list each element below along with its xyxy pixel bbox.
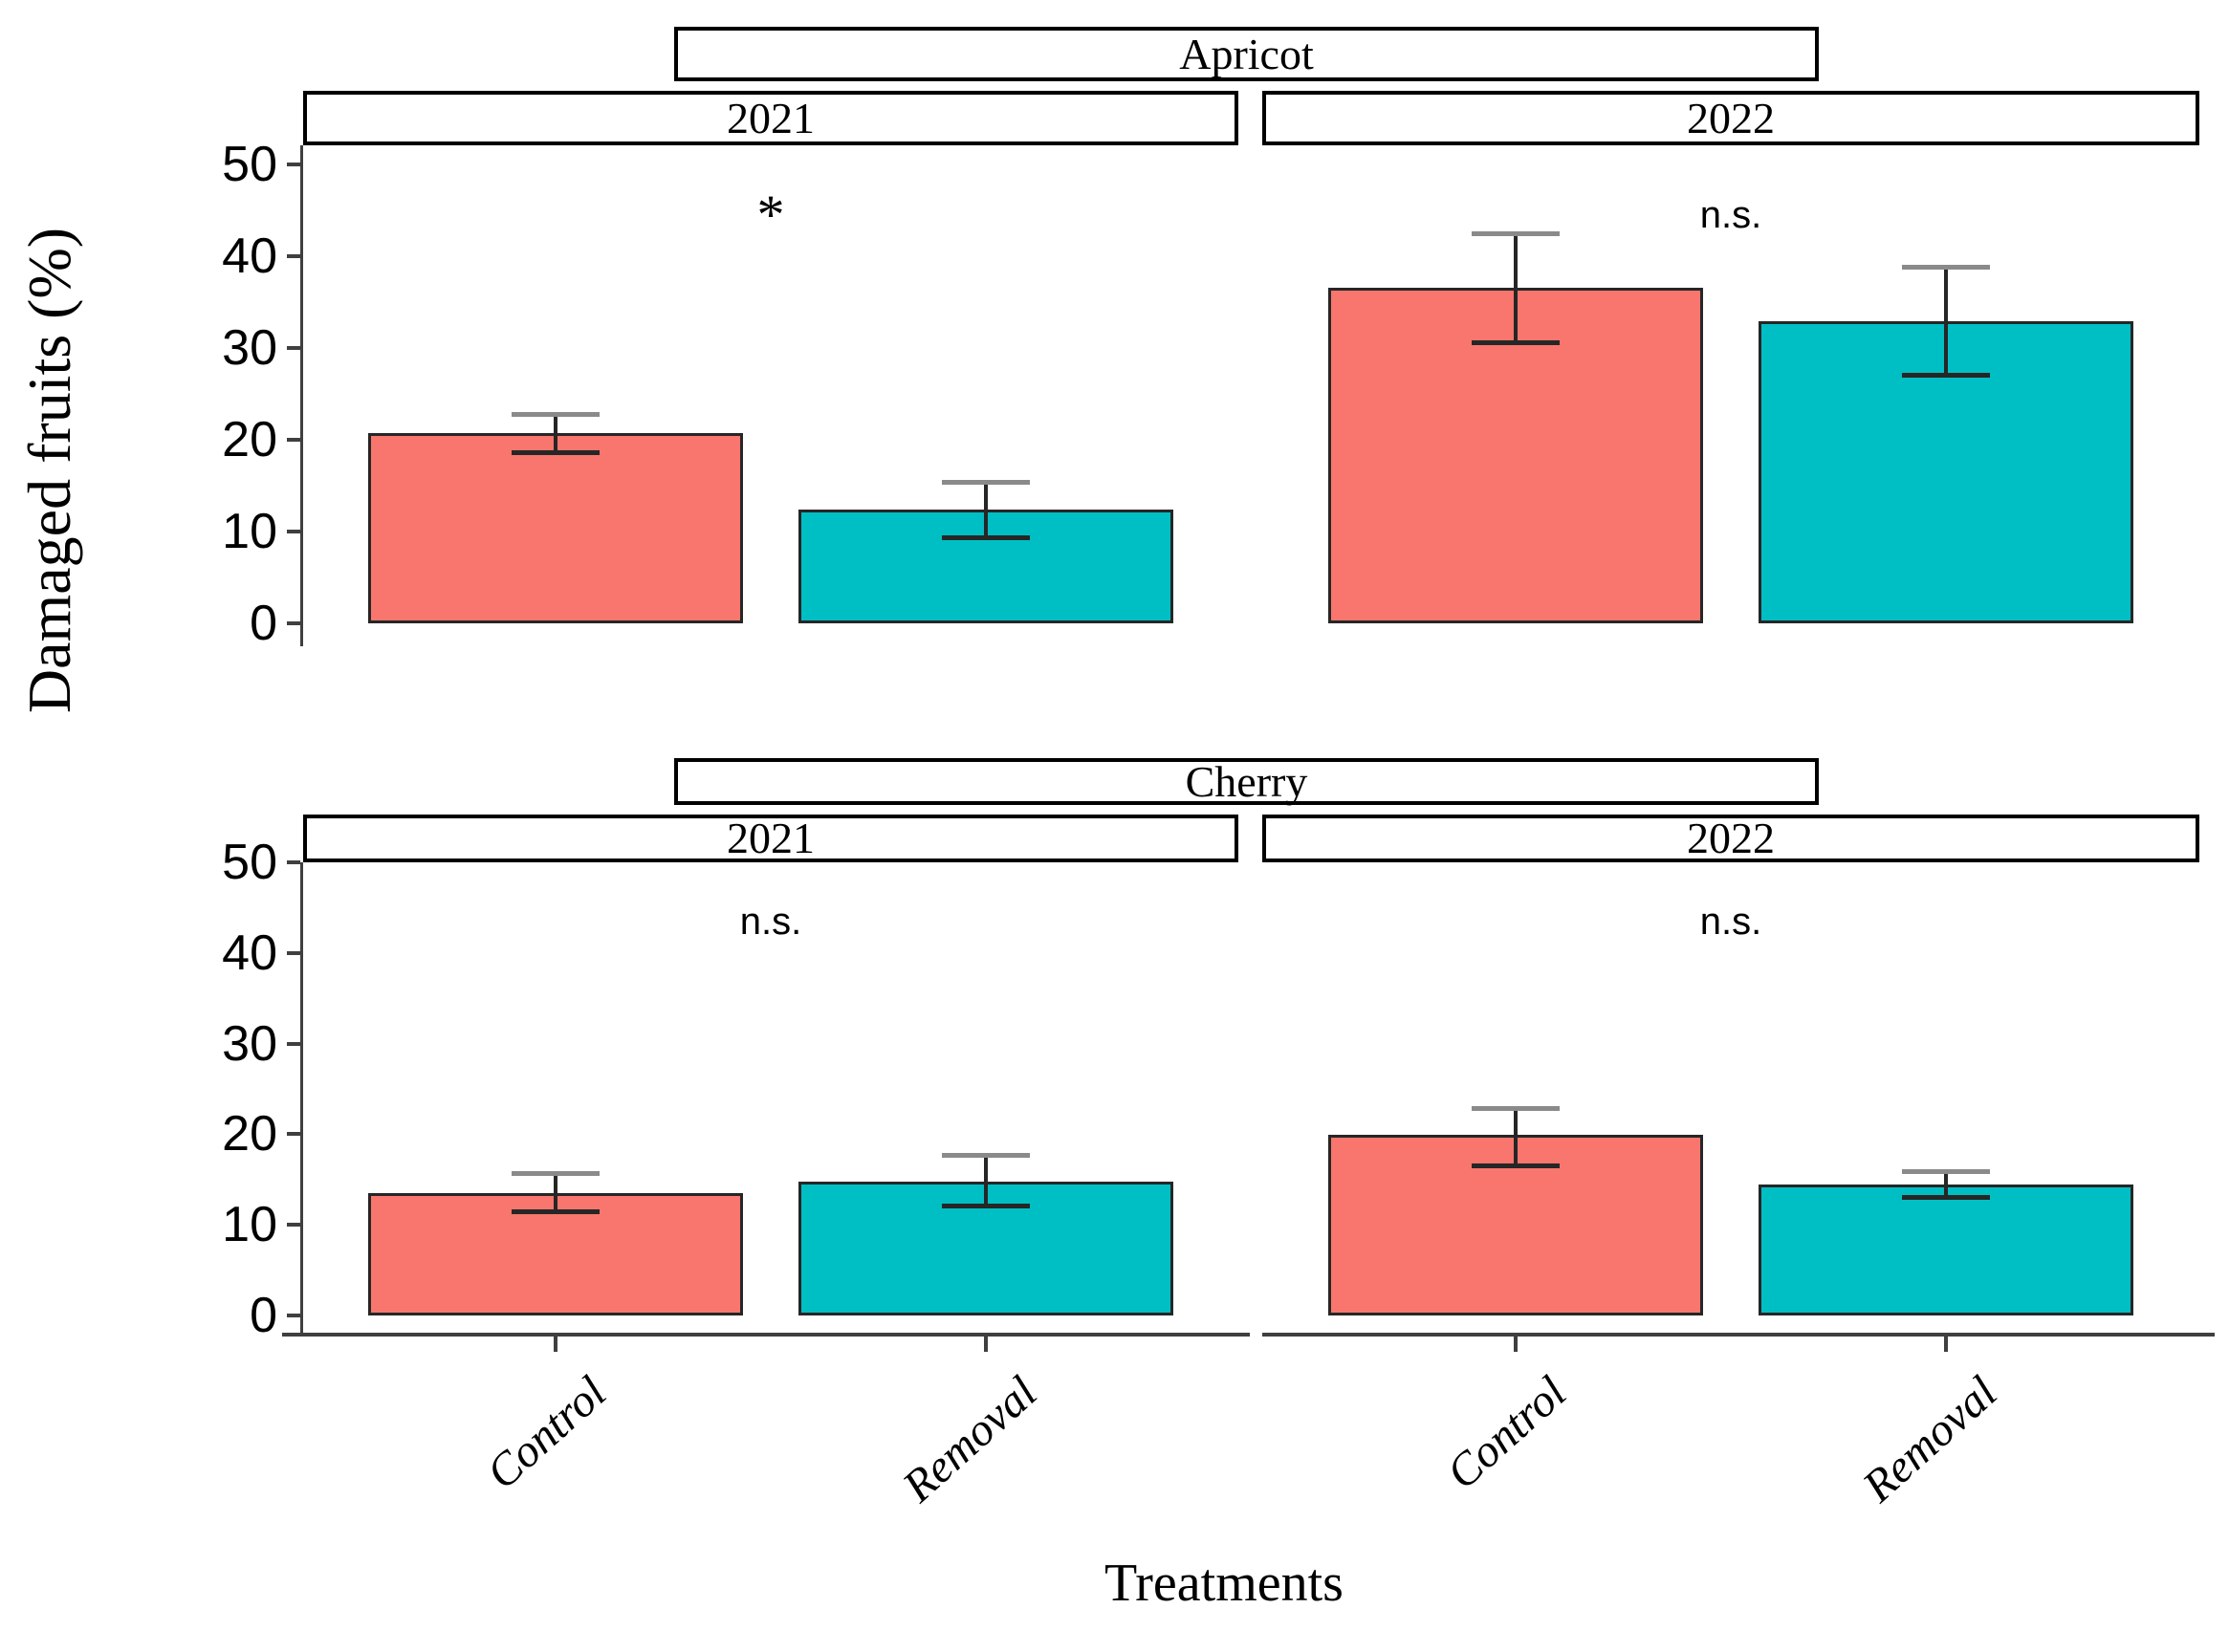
error-bar-line <box>1513 1107 1518 1165</box>
facet-strip-year-2022: 2022 <box>1262 91 2199 145</box>
y-tick <box>287 1041 300 1046</box>
y-tick <box>287 1223 300 1228</box>
error-bar-line <box>1513 233 1518 343</box>
error-bar-cap-lower <box>1471 340 1560 346</box>
x-tick <box>1513 1337 1518 1352</box>
significance-label: n.s. <box>1699 193 1762 236</box>
x-tick <box>1944 1337 1949 1352</box>
y-tick-label: 50 <box>222 835 277 890</box>
bar-removal <box>1759 1185 2134 1315</box>
x-tick-label-removal: Removal <box>893 1366 1047 1512</box>
error-bar-cap-upper <box>1471 1105 1560 1111</box>
y-tick <box>287 621 300 625</box>
error-bar-line <box>983 482 988 537</box>
y-tick <box>287 438 300 442</box>
y-tick-label: 40 <box>222 228 277 284</box>
error-bar-cap-upper <box>1471 231 1560 236</box>
facet-strip-apricot: Apricot <box>674 27 1819 81</box>
error-bar-cap-lower <box>1902 372 1991 378</box>
y-tick <box>287 163 300 166</box>
error-bar-cap-upper <box>512 1171 601 1177</box>
y-tick-label: 20 <box>222 1106 277 1163</box>
y-tick-label: 30 <box>222 1015 277 1072</box>
x-tick-label-control: Control <box>477 1366 617 1499</box>
y-tick-label: 10 <box>222 1197 277 1253</box>
x-axis-title: Treatments <box>1104 1554 1344 1613</box>
y-tick-label: 50 <box>222 137 277 192</box>
y-tick <box>287 950 300 955</box>
y-tick <box>287 1132 300 1137</box>
error-bar-cap-lower <box>941 534 1030 540</box>
x-tick <box>554 1337 558 1352</box>
y-tick <box>287 254 300 258</box>
y-tick <box>287 1314 300 1317</box>
error-bar-cap-upper <box>941 1153 1030 1159</box>
x-tick <box>983 1337 988 1352</box>
error-bar-cap-upper <box>512 412 601 418</box>
x-tick-label-control: Control <box>1436 1366 1577 1499</box>
x-tick-label-removal: Removal <box>1853 1366 2007 1512</box>
error-bar-line <box>1944 1171 1949 1197</box>
y-tick-label: 0 <box>250 596 277 651</box>
y-tick-label: 0 <box>250 1288 277 1343</box>
error-bar-line <box>554 414 558 453</box>
error-bar-cap-lower <box>1902 1194 1991 1200</box>
significance-label: n.s. <box>739 900 802 943</box>
error-bar-cap-upper <box>1902 264 1991 270</box>
y-tick <box>287 860 300 864</box>
y-tick-label: 30 <box>222 320 277 376</box>
y-axis-line <box>300 145 303 646</box>
error-bar-cap-upper <box>1902 1169 1991 1175</box>
y-tick <box>287 530 300 533</box>
x-axis-line <box>282 1333 1250 1337</box>
error-bar-line <box>554 1173 558 1211</box>
y-tick-label: 20 <box>222 412 277 467</box>
error-bar-cap-lower <box>512 1208 601 1214</box>
error-bar-line <box>983 1155 988 1206</box>
error-bar-cap-lower <box>1471 1163 1560 1168</box>
error-bar-cap-upper <box>941 480 1030 486</box>
significance-label: n.s. <box>1699 900 1762 943</box>
facet-strip-cherry: Cherry <box>674 758 1819 805</box>
y-tick-label: 10 <box>222 504 277 559</box>
error-bar-cap-lower <box>941 1204 1030 1209</box>
y-axis-line <box>300 862 303 1333</box>
error-bar-cap-lower <box>512 450 601 456</box>
facet-strip-year-2022: 2022 <box>1262 815 2199 862</box>
x-axis-line <box>1262 1333 2215 1337</box>
facet-strip-year-2021: 2021 <box>303 91 1238 145</box>
bar-control <box>368 433 743 623</box>
facet-strip-year-2021: 2021 <box>303 815 1238 862</box>
y-axis-title: Damaged fruits (%) <box>15 227 83 714</box>
error-bar-line <box>1944 266 1949 375</box>
y-tick-label: 40 <box>222 924 277 981</box>
y-tick <box>287 346 300 350</box>
significance-label: * <box>756 183 785 246</box>
